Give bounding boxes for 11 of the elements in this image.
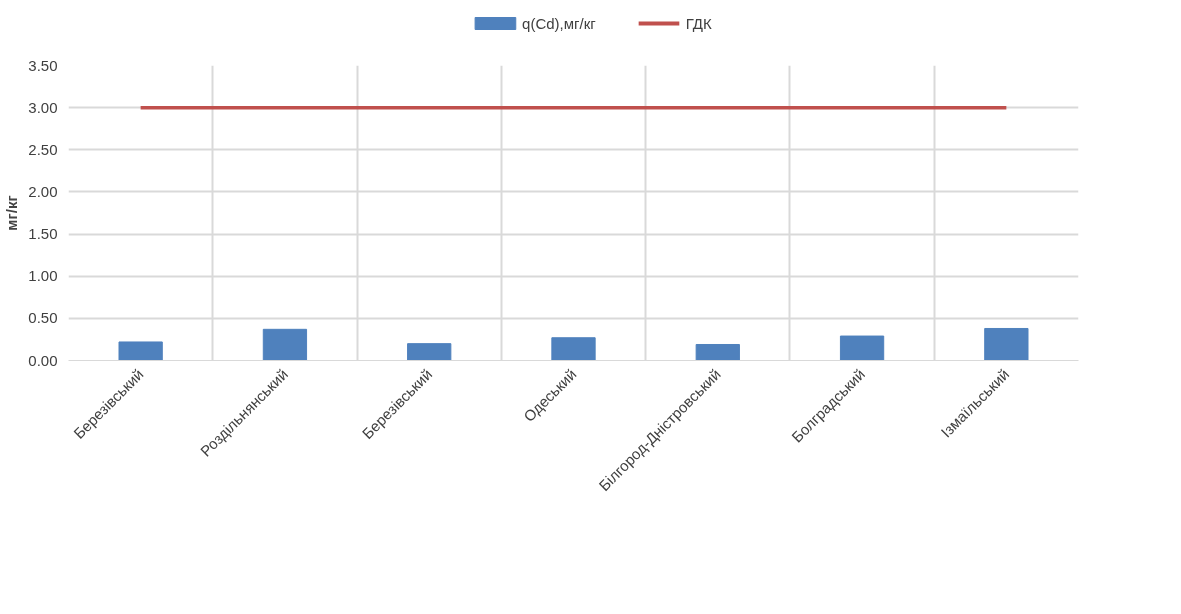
y-tick-label: 3.50 [28, 56, 58, 74]
legend-label: ГДК [685, 15, 712, 32]
legend-label: q(Cd),мг/кг [522, 15, 597, 32]
y-tick-label: 0.50 [28, 309, 58, 327]
y-tick-label: 3.00 [28, 98, 58, 116]
y-tick-label: 2.50 [28, 140, 58, 158]
y-tick-label: 1.50 [28, 225, 58, 243]
y-tick-label: 2.00 [28, 182, 58, 200]
y-tick-label: 0.00 [28, 351, 58, 369]
y-axis-title: мг/кг [3, 195, 21, 231]
y-tick-label: 1.00 [28, 267, 58, 285]
